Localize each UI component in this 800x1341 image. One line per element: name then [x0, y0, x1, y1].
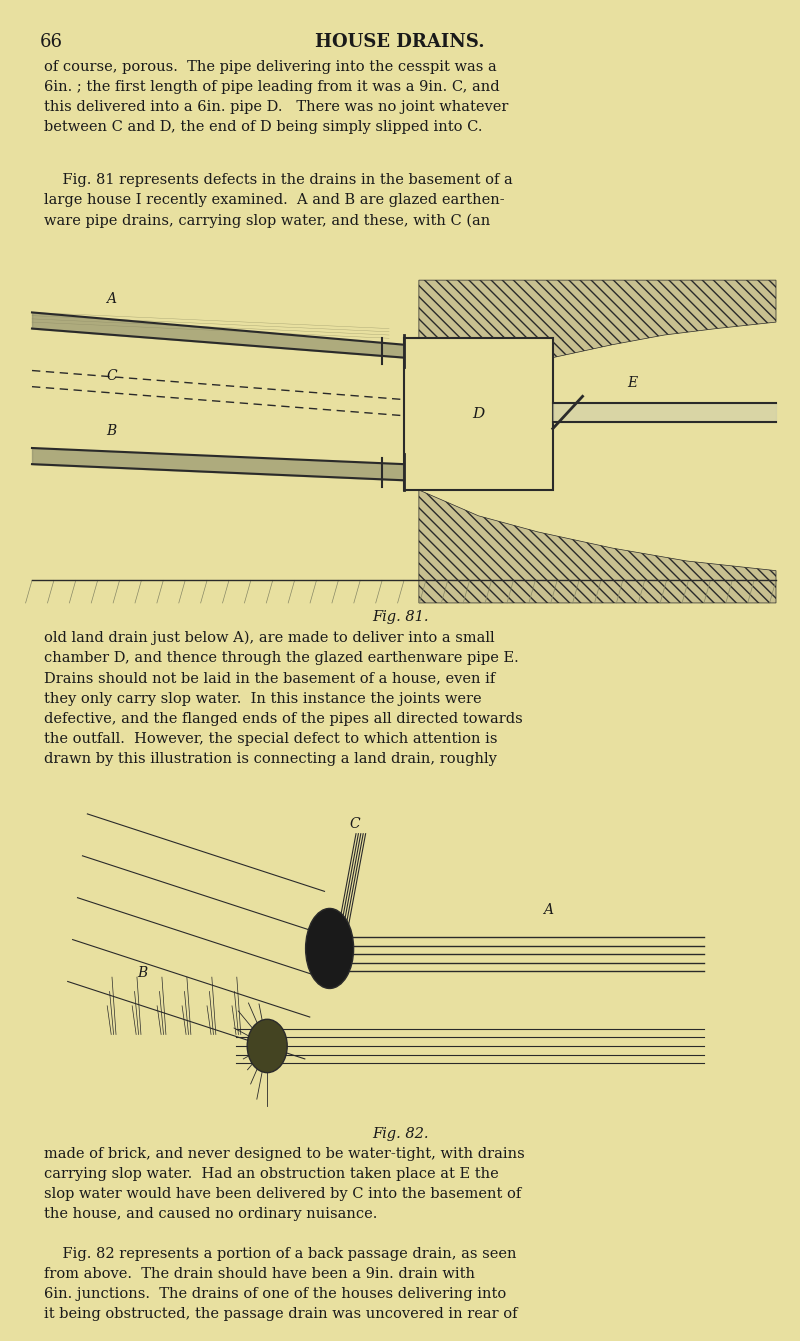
Text: HOUSE DRAINS.: HOUSE DRAINS.: [315, 34, 485, 51]
FancyBboxPatch shape: [32, 280, 776, 603]
Bar: [80, 834, 704, 1121]
Text: 66: 66: [40, 34, 63, 51]
Bar: [404, 338, 553, 489]
Text: of course, porous.  The pipe delivering into the cesspit was a
6in. ; the first : of course, porous. The pipe delivering i…: [44, 60, 508, 134]
Text: E: E: [627, 375, 638, 390]
Text: made of brick, and never designed to be water-tight, with drains
carrying slop w: made of brick, and never designed to be …: [44, 1147, 525, 1222]
Polygon shape: [419, 489, 776, 603]
Ellipse shape: [306, 908, 354, 988]
Text: D: D: [472, 408, 485, 421]
Text: Fig. 82.: Fig. 82.: [372, 1128, 428, 1141]
Text: B: B: [138, 966, 147, 980]
Text: Fig. 81.: Fig. 81.: [372, 610, 428, 624]
Text: C: C: [350, 817, 360, 831]
Text: B: B: [106, 424, 117, 439]
Text: C: C: [106, 369, 117, 384]
Text: Fig. 82 represents a portion of a back passage drain, as seen
from above.  The d: Fig. 82 represents a portion of a back p…: [44, 1247, 518, 1321]
Ellipse shape: [247, 1019, 287, 1073]
Text: Fig. 81 represents defects in the drains in the basement of a
large house I rece: Fig. 81 represents defects in the drains…: [44, 173, 513, 228]
Polygon shape: [419, 280, 776, 402]
Text: A: A: [543, 902, 553, 917]
Text: old land drain just below A), are made to deliver into a small
chamber D, and th: old land drain just below A), are made t…: [44, 632, 522, 766]
Text: A: A: [106, 292, 117, 306]
